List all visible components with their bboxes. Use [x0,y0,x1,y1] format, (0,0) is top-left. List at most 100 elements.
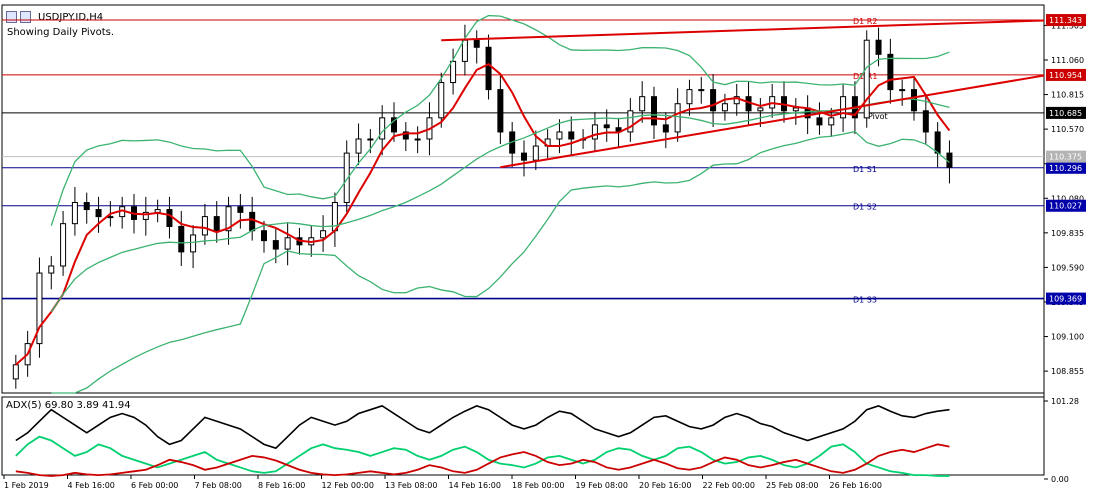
y-tick-label: 111.060 [1051,56,1084,65]
candle-body [828,117,835,126]
pivot-price-label: 110.027 [1049,202,1082,211]
candle-body [899,89,906,92]
candle-body [414,138,421,141]
candle-body [887,53,894,91]
x-tick-label: 7 Feb 08:00 [195,481,242,490]
candle-body [473,39,480,48]
candle-body [379,117,386,140]
moving-average-line [15,63,951,366]
pivot-name-label: D1 S3 [853,296,877,305]
pivot-price-label: 109.369 [1049,295,1082,304]
candle-body [178,225,185,253]
chart-window-icon[interactable] [6,11,17,23]
adx-plot-frame [1,396,1045,476]
adx-series-line [15,435,950,477]
pivot-note: Showing Daily Pivots. [7,27,115,38]
candle-body [710,89,717,112]
y-tick-label: 109.835 [1051,229,1084,238]
pivot-name-label: D1 R2 [853,17,877,26]
candle-body [249,211,256,232]
chart-header: USDJPY.ID,H4 [6,9,103,25]
adx-series-line [15,404,950,450]
candle-body [438,82,445,119]
pivot-name-label: D1 S2 [853,203,877,212]
current-price-box [1046,150,1086,163]
candle-body [12,364,19,380]
current-price-label: 110.375 [1049,153,1082,162]
pivot-name-label: Pivot [868,112,888,121]
y-tick-label: 110.080 [1051,194,1084,203]
x-tick-label: 8 Feb 16:00 [258,481,305,490]
candle-body [674,103,681,133]
x-tick-label: 22 Feb 00:00 [703,481,755,490]
candle-body [556,131,563,140]
symbol-title: USDJPY.ID,H4 [38,11,104,23]
candle-body [461,39,468,62]
candle-body [627,110,634,133]
y-tick-label: 108.855 [1051,367,1084,376]
candle-body [402,131,409,140]
x-tick-label: 20 Feb 16:00 [639,481,691,490]
trendline [441,19,1045,42]
candle-body [497,89,504,133]
candle-body [922,110,929,133]
candle-body [190,234,197,253]
candle-body [532,145,539,161]
x-tick-label: 12 Feb 00:00 [322,481,374,490]
candle-body [284,237,291,250]
adx-y-tick-label: 101.28 [1051,397,1079,406]
candle-body [272,240,279,250]
candle-body [840,96,847,119]
candle-body [142,211,149,220]
candle-body [757,107,764,112]
candle-body [946,152,953,168]
price-label-box [1046,199,1086,212]
adx-title: ADX(5) 69.80 3.89 41.94 [6,400,131,411]
candle-body [698,89,705,92]
candle-body [391,117,397,133]
candle-body [591,124,598,140]
price-label-box [1046,106,1086,119]
candle-body [568,131,575,140]
x-tick-label: 25 Feb 08:00 [766,481,818,490]
price-label-box [1046,68,1086,81]
candle-body [639,96,646,112]
bollinger-middle [50,98,950,313]
candle-body [934,131,941,154]
price-label-box [1046,161,1086,174]
candle-body [83,202,90,211]
candle-body [237,206,244,213]
candle-body [107,216,114,219]
candle-body [863,39,870,119]
bollinger-upper [50,14,950,226]
adx-y-tick-label: 0.00 [1051,475,1069,484]
y-tick-label: 109.100 [1051,333,1084,342]
x-tick-label: 19 Feb 08:00 [576,481,628,490]
candle-body [875,39,882,55]
candle-body [521,152,527,161]
candle-body [450,60,457,84]
x-tick-label: 14 Feb 16:00 [449,481,501,490]
candle-body [792,107,799,112]
candle-body [485,46,492,91]
chart-properties-icon[interactable] [20,11,31,23]
pivot-price-label: 110.685 [1049,109,1082,118]
candle-body [733,96,740,105]
price-label-box [1046,292,1086,305]
candle-body [816,117,823,126]
adx-series-line [15,443,950,477]
candle-body [95,209,102,218]
candle-body [651,96,657,126]
candle-body [355,138,362,154]
x-tick-label: 6 Feb 00:00 [131,481,178,490]
pivot-price-label: 111.343 [1049,16,1082,25]
pivot-name-label: D1 S1 [853,165,877,174]
x-tick-label: 4 Feb 16:00 [68,481,115,490]
pivot-price-label: 110.954 [1049,71,1082,80]
candle-body [36,272,43,345]
x-tick-label: 1 Feb 2019 [4,481,49,490]
candle-body [911,89,917,112]
candle-body [721,103,728,112]
